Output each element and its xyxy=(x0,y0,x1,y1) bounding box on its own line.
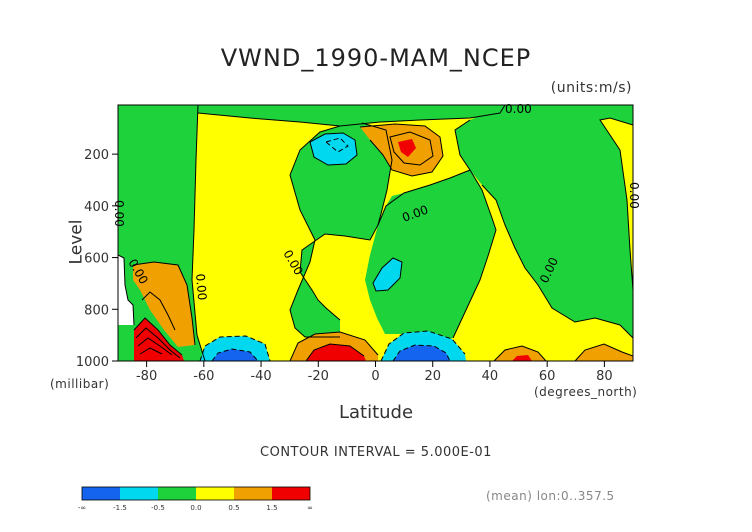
contour-lines xyxy=(118,105,633,361)
fill-green-top-strip xyxy=(198,105,505,126)
x-axis-units: (degrees_north) xyxy=(534,385,638,399)
fill-red-surface-mid xyxy=(306,344,366,361)
colorbar-level-label: 1.5 xyxy=(266,504,277,512)
y-tick-label: 200 xyxy=(84,148,109,163)
x-tick-label: -40 xyxy=(250,369,271,384)
contour-label-top: 0.00 xyxy=(505,102,532,116)
colorbar-frame xyxy=(81,486,311,501)
fill-orange-southern xyxy=(133,262,195,347)
colorbar-level-label: -0.5 xyxy=(151,504,165,512)
southern-surface-contours xyxy=(133,291,183,359)
colorbar-swatch xyxy=(82,487,120,500)
contour-label-left-a: 0.00 xyxy=(112,200,126,227)
x-tick-label: 80 xyxy=(596,369,613,384)
fill-cyan-upper xyxy=(310,133,357,165)
y-tick-label: 400 xyxy=(84,200,109,215)
x-tick-label: 40 xyxy=(482,369,499,384)
chart-title: VWND_1990-MAM_NCEP xyxy=(220,44,532,72)
fill-red-upper xyxy=(398,139,416,157)
contour-label-c: 0.00 xyxy=(193,273,209,301)
colorbar-swatch xyxy=(196,487,234,500)
contour-labels: 0.00 0.00 0.00 0.00 0.00 0.00 0.00 0.00 xyxy=(112,102,641,301)
colorbar-level-label: -∞ xyxy=(78,504,86,512)
fill-green-mid xyxy=(365,170,496,342)
fill-orange-surface-r2 xyxy=(575,344,633,361)
colorbar-swatch xyxy=(234,487,272,500)
x-tick-label: 60 xyxy=(539,369,556,384)
mean-longitude-note: (mean) lon:0..357.5 xyxy=(486,489,615,503)
x-tick-label: 20 xyxy=(424,369,441,384)
colorbar-level-label: -1.5 xyxy=(113,504,127,512)
x-tick-label: -20 xyxy=(308,369,329,384)
x-tick-label: 0 xyxy=(371,369,379,384)
fill-red-surface-r1 xyxy=(512,355,532,361)
contour-interval-note: CONTOUR INTERVAL = 5.000E-01 xyxy=(260,445,492,460)
colorbar-swatch xyxy=(120,487,158,500)
units-label: (units:m/s) xyxy=(550,80,632,96)
colorbar-legend: -∞ -1.5 -0.5 0.0 0.5 1.5 ∞ xyxy=(78,486,313,512)
axes: -80 -60 -40 -20 0 20 40 60 80 200 400 600 800 1000 xyxy=(76,148,613,384)
contour-fills xyxy=(118,105,633,361)
fill-green-central xyxy=(290,123,392,337)
colorbar-swatch xyxy=(158,487,196,500)
colorbar-level-label: ∞ xyxy=(307,504,313,512)
colorbar-swatch xyxy=(272,487,310,500)
x-tick-label: -80 xyxy=(136,369,157,384)
colorbar-level-label: 0.0 xyxy=(190,504,201,512)
y-tick-label: 1000 xyxy=(76,355,109,370)
fill-green-right xyxy=(455,105,633,338)
x-axis-label: Latitude xyxy=(338,402,414,423)
contour-label-right: 0.00 xyxy=(627,182,641,209)
y-tick-label: 600 xyxy=(84,252,109,267)
colorbar-level-label: 0.5 xyxy=(228,504,239,512)
y-axis-units: (millibar) xyxy=(50,377,110,391)
fill-blue-surface-right xyxy=(393,345,450,361)
y-tick-label: 800 xyxy=(84,303,109,318)
x-tick-label: -60 xyxy=(193,369,214,384)
fill-blue-surface-left xyxy=(212,349,258,361)
